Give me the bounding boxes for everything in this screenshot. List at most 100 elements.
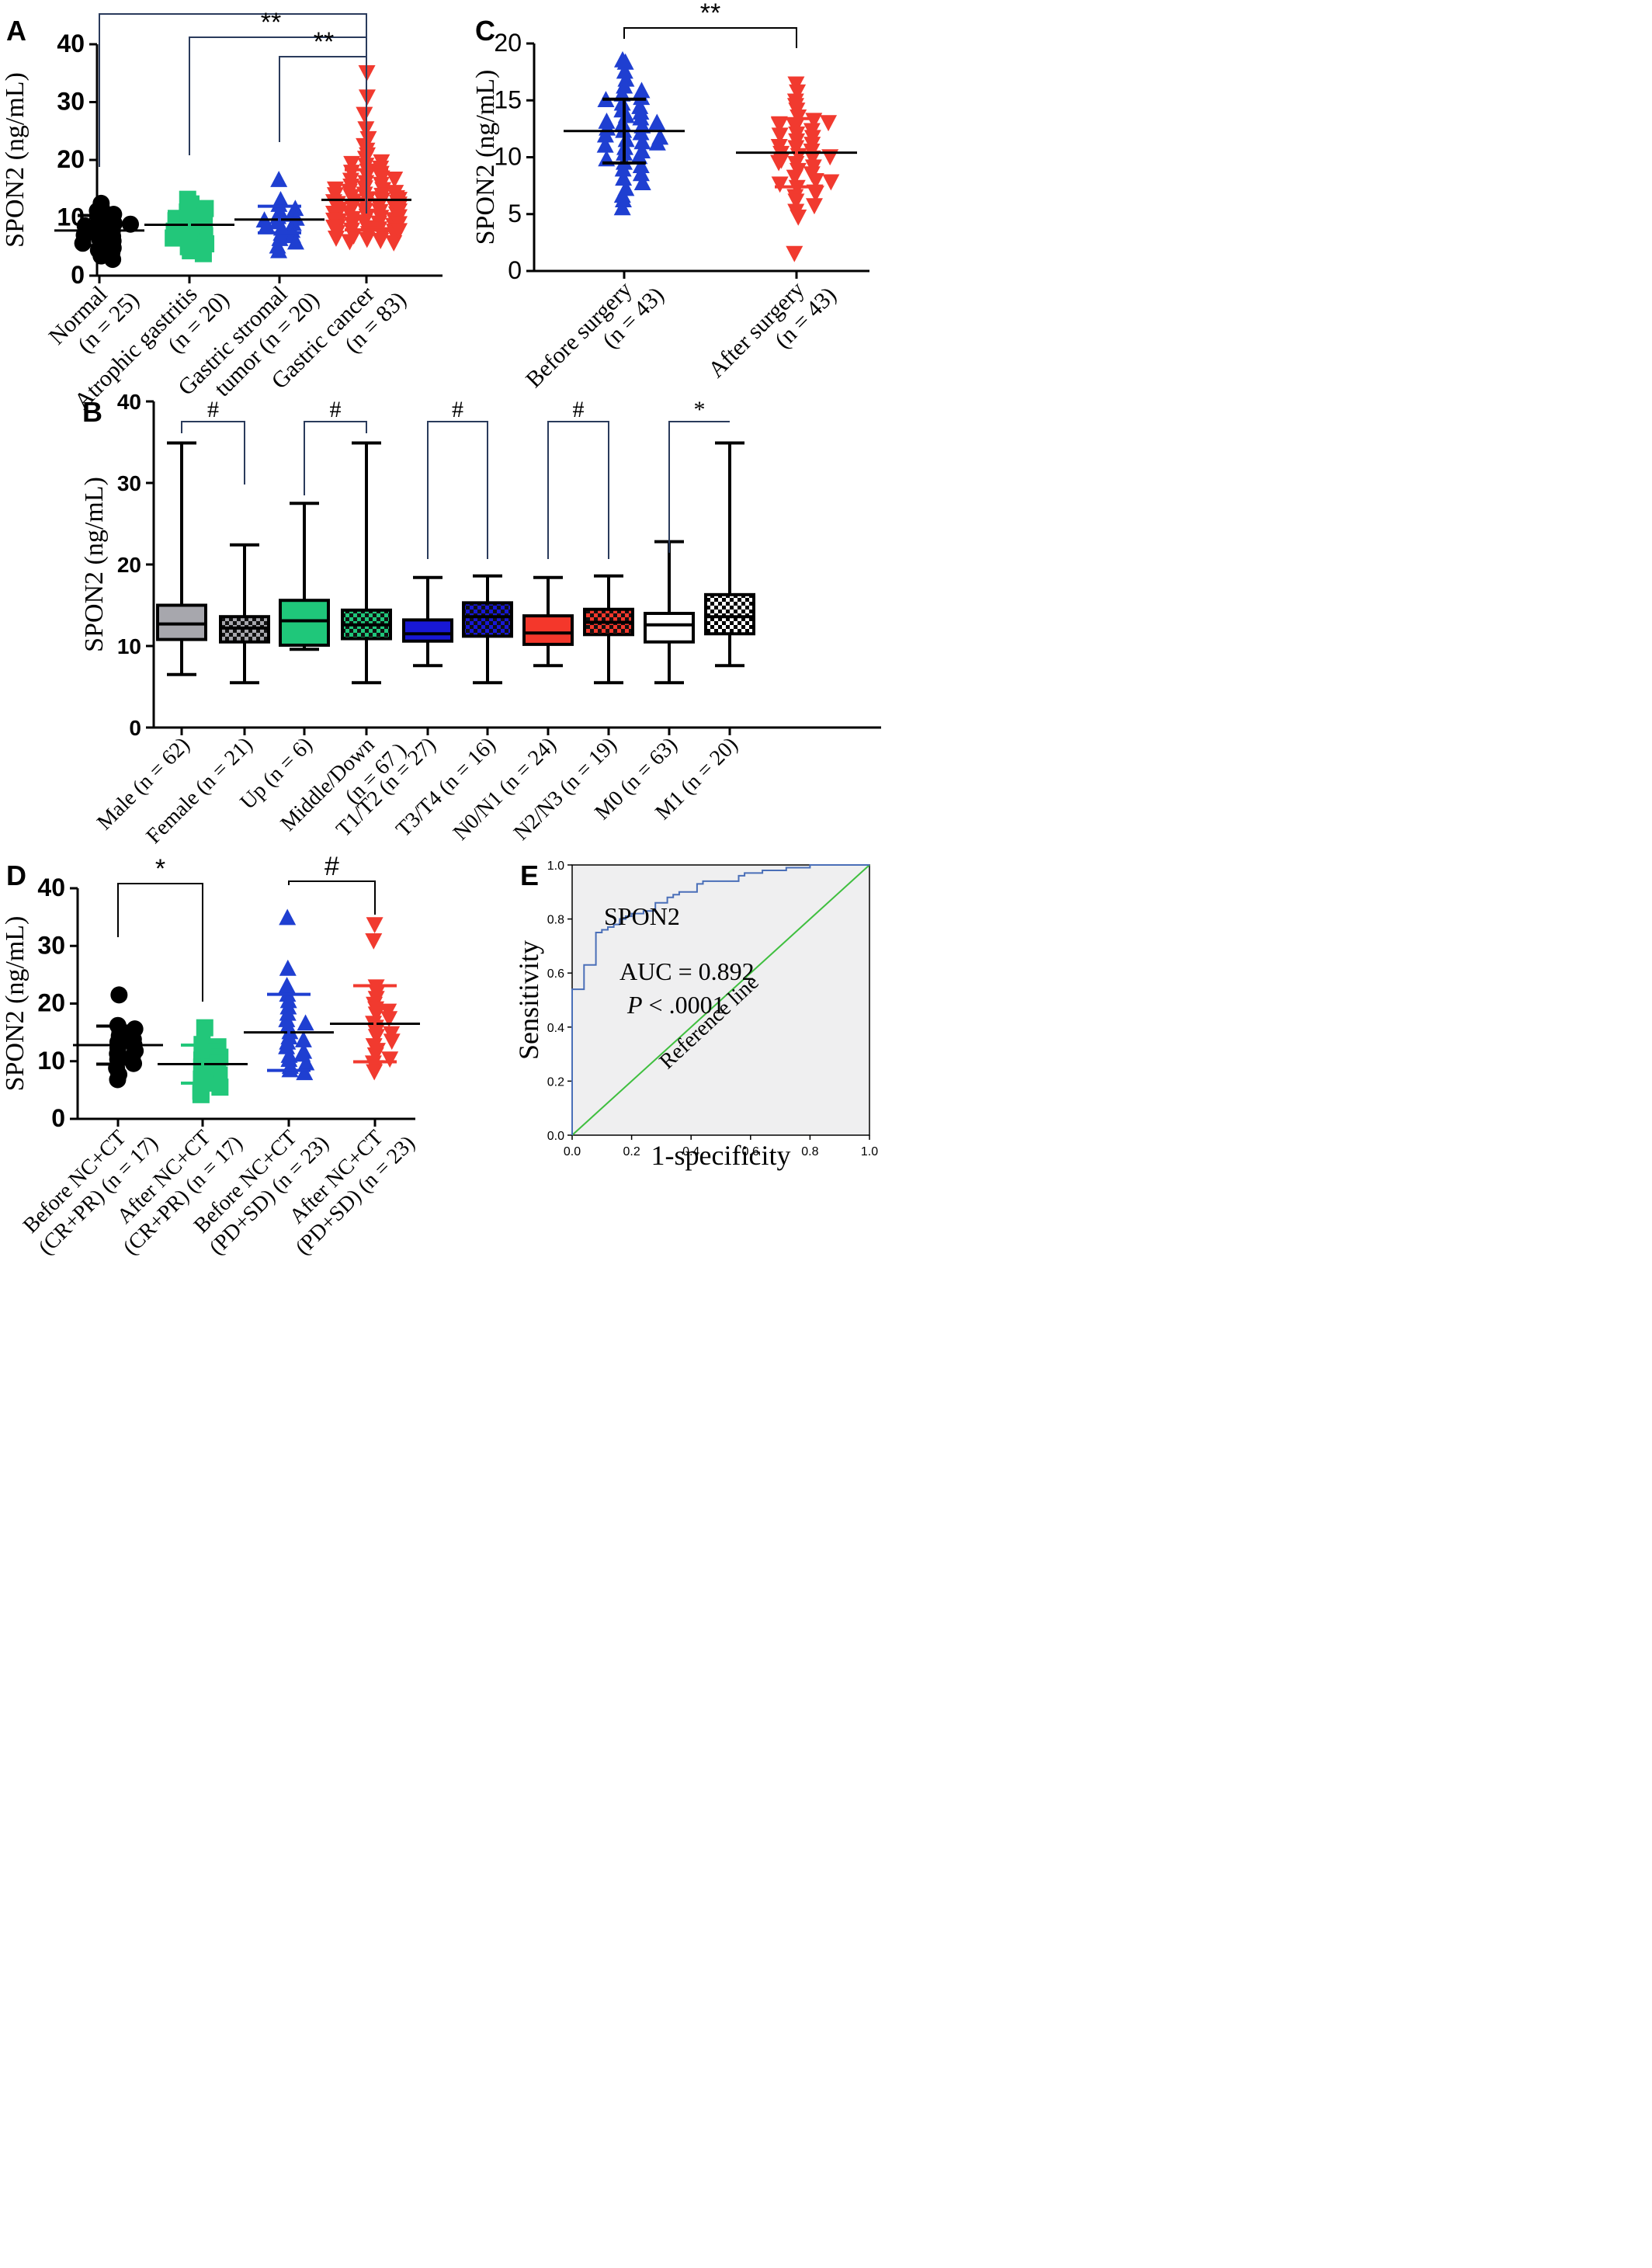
box [644, 612, 695, 644]
data-point [278, 977, 296, 994]
box-6 [522, 575, 574, 668]
data-point [648, 113, 666, 130]
x-axis-D: Before NC+CT(CR+PR) (n = 17)After NC+CT(… [19, 1117, 420, 1260]
significance-label: # [330, 397, 342, 422]
y-tick-label: 0 [129, 716, 141, 740]
series-D-0 [108, 986, 144, 1089]
box-5 [462, 574, 513, 685]
data-point [327, 231, 345, 247]
y-tick-label: 20 [37, 989, 65, 1017]
data-point [614, 191, 632, 207]
y-tick-label: 0.6 [547, 967, 564, 981]
data-point [633, 174, 651, 190]
data-point [771, 176, 789, 193]
panel-letter-E: E [520, 860, 539, 891]
x-tick-label-line: Female (n = 21) [142, 733, 258, 849]
y-tick-label: 0 [51, 1104, 65, 1132]
bracket [288, 880, 376, 915]
errorbar-C-1 [736, 116, 857, 189]
data-point [284, 214, 302, 231]
bracket [117, 883, 203, 1002]
bracket [304, 421, 367, 495]
data-point [196, 1019, 213, 1037]
y-tick-label: 0.8 [547, 914, 564, 927]
data-point [358, 231, 376, 248]
data-point [110, 986, 128, 1004]
significance-label: # [573, 397, 585, 422]
data-point [279, 959, 297, 976]
box [704, 592, 755, 636]
data-point [613, 199, 631, 216]
data-point [822, 174, 840, 191]
data-point [109, 1071, 127, 1089]
p-value-italic: P [626, 991, 643, 1019]
data-point [615, 169, 633, 186]
significance-D-0: * [117, 854, 203, 1002]
errorbar-C-0 [564, 97, 685, 165]
series-D-2 [278, 908, 315, 1081]
data-point [75, 226, 93, 244]
y-tick-label: 10 [37, 1047, 65, 1075]
panel-letter-D: D [6, 860, 26, 891]
data-point [286, 233, 304, 250]
data-point [279, 908, 297, 926]
data-point [786, 98, 804, 115]
p-value-annotation: P < .0001 [626, 991, 725, 1019]
significance-label: # [452, 397, 463, 422]
x-tick-label: 0.4 [682, 1145, 699, 1158]
data-point [104, 251, 122, 269]
y-tick-label: 0.2 [547, 1075, 564, 1089]
y-tick-label: 1.0 [547, 860, 564, 873]
data-point [326, 181, 344, 198]
box-9 [704, 441, 755, 668]
data-point [803, 150, 821, 167]
data-point [366, 1064, 384, 1081]
data-point [182, 241, 200, 259]
box-8 [644, 540, 695, 685]
y-axis-label: SPON2 (ng/mL) [80, 477, 109, 652]
significance-label: ** [700, 0, 720, 28]
y-tick-label: 20 [117, 553, 141, 577]
bracket [668, 421, 730, 553]
series-D-1 [192, 1019, 229, 1103]
bracket [623, 27, 797, 48]
errorbar-D-3 [330, 984, 420, 1064]
series-label: SPON2 [604, 902, 680, 930]
data-point [790, 209, 807, 226]
data-point [383, 1026, 401, 1043]
data-point [278, 1010, 296, 1027]
data-point [372, 233, 390, 249]
errorbar-A-1 [144, 210, 234, 240]
x-axis-C: Before surgery(n = 43) After surgery(n = … [521, 263, 869, 412]
significance-label: ** [314, 27, 334, 57]
y-tick-label: 0.0 [547, 1130, 564, 1143]
y-axis-label: SPON2 (ng/mL) [1, 916, 30, 1092]
x-tick-label: Before surgery(n = 43) [521, 263, 669, 412]
data-point [381, 1051, 399, 1068]
data-point [770, 155, 788, 172]
x-tick-label: 0.0 [564, 1145, 581, 1158]
data-point [297, 1054, 315, 1071]
significance-label: # [207, 397, 219, 422]
data-point [192, 1085, 210, 1103]
data-point [383, 1033, 401, 1051]
box [402, 618, 453, 643]
box-1 [219, 543, 270, 685]
data-point [805, 198, 823, 215]
box [156, 603, 207, 641]
data-point [380, 1003, 397, 1020]
data-point [616, 53, 634, 70]
x-axis-B: Male (n = 62)Female (n = 21)Up (n = 6)Mi… [92, 726, 881, 849]
data-point [633, 89, 651, 106]
y-axis-label: Sensitivity [513, 940, 544, 1060]
panel-letter-C: C [475, 15, 495, 47]
panel-letter-B: B [82, 396, 102, 428]
data-point [386, 172, 404, 188]
data-point [194, 245, 212, 262]
box-0 [156, 441, 207, 676]
box-2 [279, 502, 330, 651]
data-point [211, 1078, 229, 1096]
data-point [356, 106, 373, 123]
y-tick-label: 0 [508, 256, 522, 284]
data-point [366, 917, 384, 934]
